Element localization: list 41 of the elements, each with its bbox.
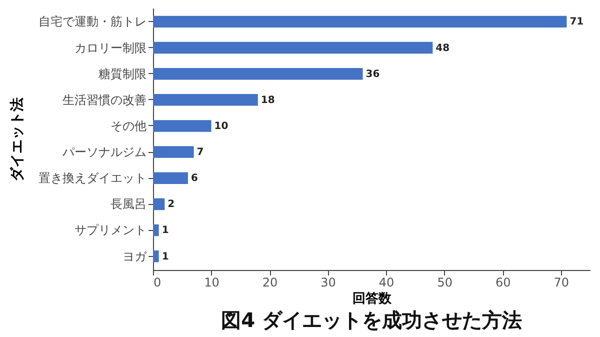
x-tick-label: 20 xyxy=(262,276,278,290)
bar xyxy=(153,198,165,210)
data-label: 7 xyxy=(196,147,204,158)
x-tick-label: 30 xyxy=(320,276,336,290)
x-tick-label: 10 xyxy=(204,276,220,290)
x-tick-label: 0 xyxy=(154,276,162,290)
bar xyxy=(153,42,433,54)
bar xyxy=(153,250,159,262)
y-tick-label: その他 xyxy=(110,118,146,133)
y-axis-title: ダイエット法 xyxy=(10,98,26,182)
data-label: 2 xyxy=(168,199,175,210)
data-label: 1 xyxy=(162,251,169,262)
y-tick-label: 自宅で運動・筋トレ xyxy=(38,14,146,29)
x-tick-label: 70 xyxy=(554,276,570,290)
data-label: 10 xyxy=(214,120,228,132)
data-label: 36 xyxy=(366,68,380,80)
bar xyxy=(153,94,258,106)
bar xyxy=(153,146,194,158)
data-label: 6 xyxy=(190,173,198,184)
x-axis-title: 回答数 xyxy=(352,292,392,306)
y-tick-label: サプリメント xyxy=(74,223,146,238)
y-tick-label: パーソナルジム xyxy=(62,145,146,160)
y-tick-label: ヨガ xyxy=(122,249,148,264)
bar xyxy=(153,68,363,80)
data-label: 1 xyxy=(162,225,169,236)
x-tick-label: 50 xyxy=(437,276,452,290)
data-label: 71 xyxy=(570,16,584,28)
y-tick-label: 生活習慣の改善 xyxy=(62,92,146,107)
bar xyxy=(153,120,212,132)
y-tick-label: 糖質制限 xyxy=(98,66,146,81)
y-tick-label: 長風呂 xyxy=(110,197,146,212)
text: 図4 ダイエットを成功させた方法 xyxy=(221,308,522,332)
bar xyxy=(153,16,567,28)
bar xyxy=(153,172,188,184)
data-label: 18 xyxy=(260,94,275,106)
x-tick-label: 60 xyxy=(495,276,511,290)
y-tick-label: 置き換えダイエット xyxy=(38,171,146,186)
x-tick-label: 40 xyxy=(378,276,394,290)
bar xyxy=(153,224,159,236)
data-label: 48 xyxy=(436,42,450,54)
y-tick-label: カロリー制限 xyxy=(74,40,146,55)
